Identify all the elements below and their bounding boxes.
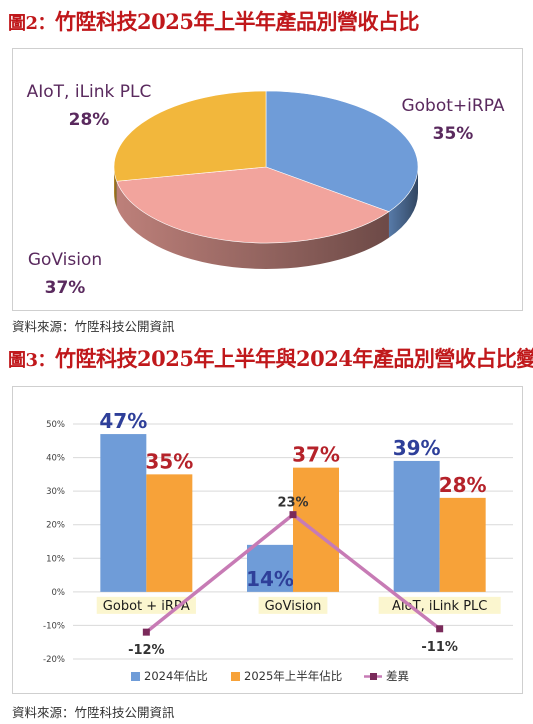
bar-1-0 [146, 474, 193, 592]
category-label-bg [96, 596, 196, 614]
pie-label-name-0: Gobot+iRPA [401, 96, 504, 116]
pie-label-name-1: GoVision [28, 250, 102, 270]
bar-line-chart: 50% 40% 30% 20% 10% 0% -10% -20% 47% 35% Gobot + i… [43, 409, 513, 683]
pie-chart: Gobot+iRPA 35% GoVision 37% AIoT, iLink PLC 2… [27, 82, 505, 298]
pie-label-value-2: 28% [69, 110, 110, 130]
pie-label-value-1: 37% [45, 278, 86, 298]
bar-0-2 [393, 460, 440, 592]
diff-marker-1 [289, 511, 297, 519]
legend-swatch-1 [231, 672, 240, 681]
bar-label-1-1: 37% [292, 443, 340, 467]
pie-slice-1 [116, 166, 390, 244]
legend-label-1: 2025年上半年佔比 [244, 669, 342, 683]
diff-label-1: 23% [277, 496, 308, 511]
bar-0-0 [100, 434, 147, 592]
y-tick-label: 50% [46, 420, 65, 430]
figure3-source: 資料來源：竹陞科技公開資訊 [12, 705, 175, 720]
pie-side-2 [114, 167, 117, 208]
pie-slice-2 [113, 90, 267, 182]
bar-1-2 [439, 497, 486, 592]
bar-label-1-2: 28% [439, 473, 487, 497]
y-tick-label: 10% [46, 554, 65, 564]
figure2-title-prefix: 圖2： [8, 13, 56, 34]
diff-label-2: -11% [421, 640, 458, 655]
category-label-bg [258, 596, 328, 614]
pie-label-value-0: 35% [433, 124, 474, 144]
figure3-title-text: 竹陞科技2025年上半年與2024年產品別營收占比變化 [55, 346, 533, 371]
diff-marker-0 [142, 628, 150, 636]
category-label: Gobot + iRPA [103, 599, 190, 614]
figure2-title: 圖2：竹陞科技2025年上半年產品別營收占比 [8, 6, 419, 36]
y-tick-label: -10% [43, 621, 65, 631]
diff-marker-2 [436, 625, 444, 633]
legend-label-0: 2024年佔比 [144, 669, 208, 683]
bar-label-0-2: 39% [393, 436, 441, 460]
category-label: GoVision [265, 599, 322, 614]
legend-label-2: 差異 [386, 669, 409, 683]
y-tick-label: 0% [52, 588, 66, 598]
y-tick-label: 30% [46, 487, 65, 497]
bar-0-1 [247, 544, 293, 592]
bar-label-0-1: 14% [246, 567, 294, 591]
diff-label-0: -12% [128, 643, 165, 658]
category-label-bg [378, 596, 501, 614]
figure2-chart-panel: Gobot+iRPA 35% GoVision 37% AIoT, iLink PLC 2… [12, 48, 523, 311]
figure3-chart-panel: 50% 40% 30% 20% 10% 0% -10% -20% 47% 35% Gobot + i… [12, 386, 523, 694]
y-tick-label: 20% [46, 521, 65, 531]
figure2-source: 資料來源：竹陞科技公開資訊 [12, 319, 175, 334]
legend-marker-2 [370, 673, 377, 680]
legend-swatch-0 [131, 672, 140, 681]
bar-1-1 [293, 467, 339, 592]
pie-slice-0 [265, 90, 419, 213]
figure3-title: 圖3：竹陞科技2025年上半年與2024年產品別營收占比變化 [8, 343, 533, 373]
figure3-title-prefix: 圖3： [8, 350, 56, 371]
y-tick-label: -20% [43, 655, 65, 665]
pie-side-1 [116, 181, 389, 269]
pie-label-name-2: AIoT, iLink PLC [27, 82, 152, 102]
figure2-title-text: 竹陞科技2025年上半年產品別營收占比 [55, 9, 419, 34]
bar-label-0-0: 47% [99, 409, 147, 433]
y-tick-label: 40% [46, 454, 65, 464]
pie-side-0 [388, 167, 418, 238]
bar-label-1-0: 35% [145, 449, 193, 473]
